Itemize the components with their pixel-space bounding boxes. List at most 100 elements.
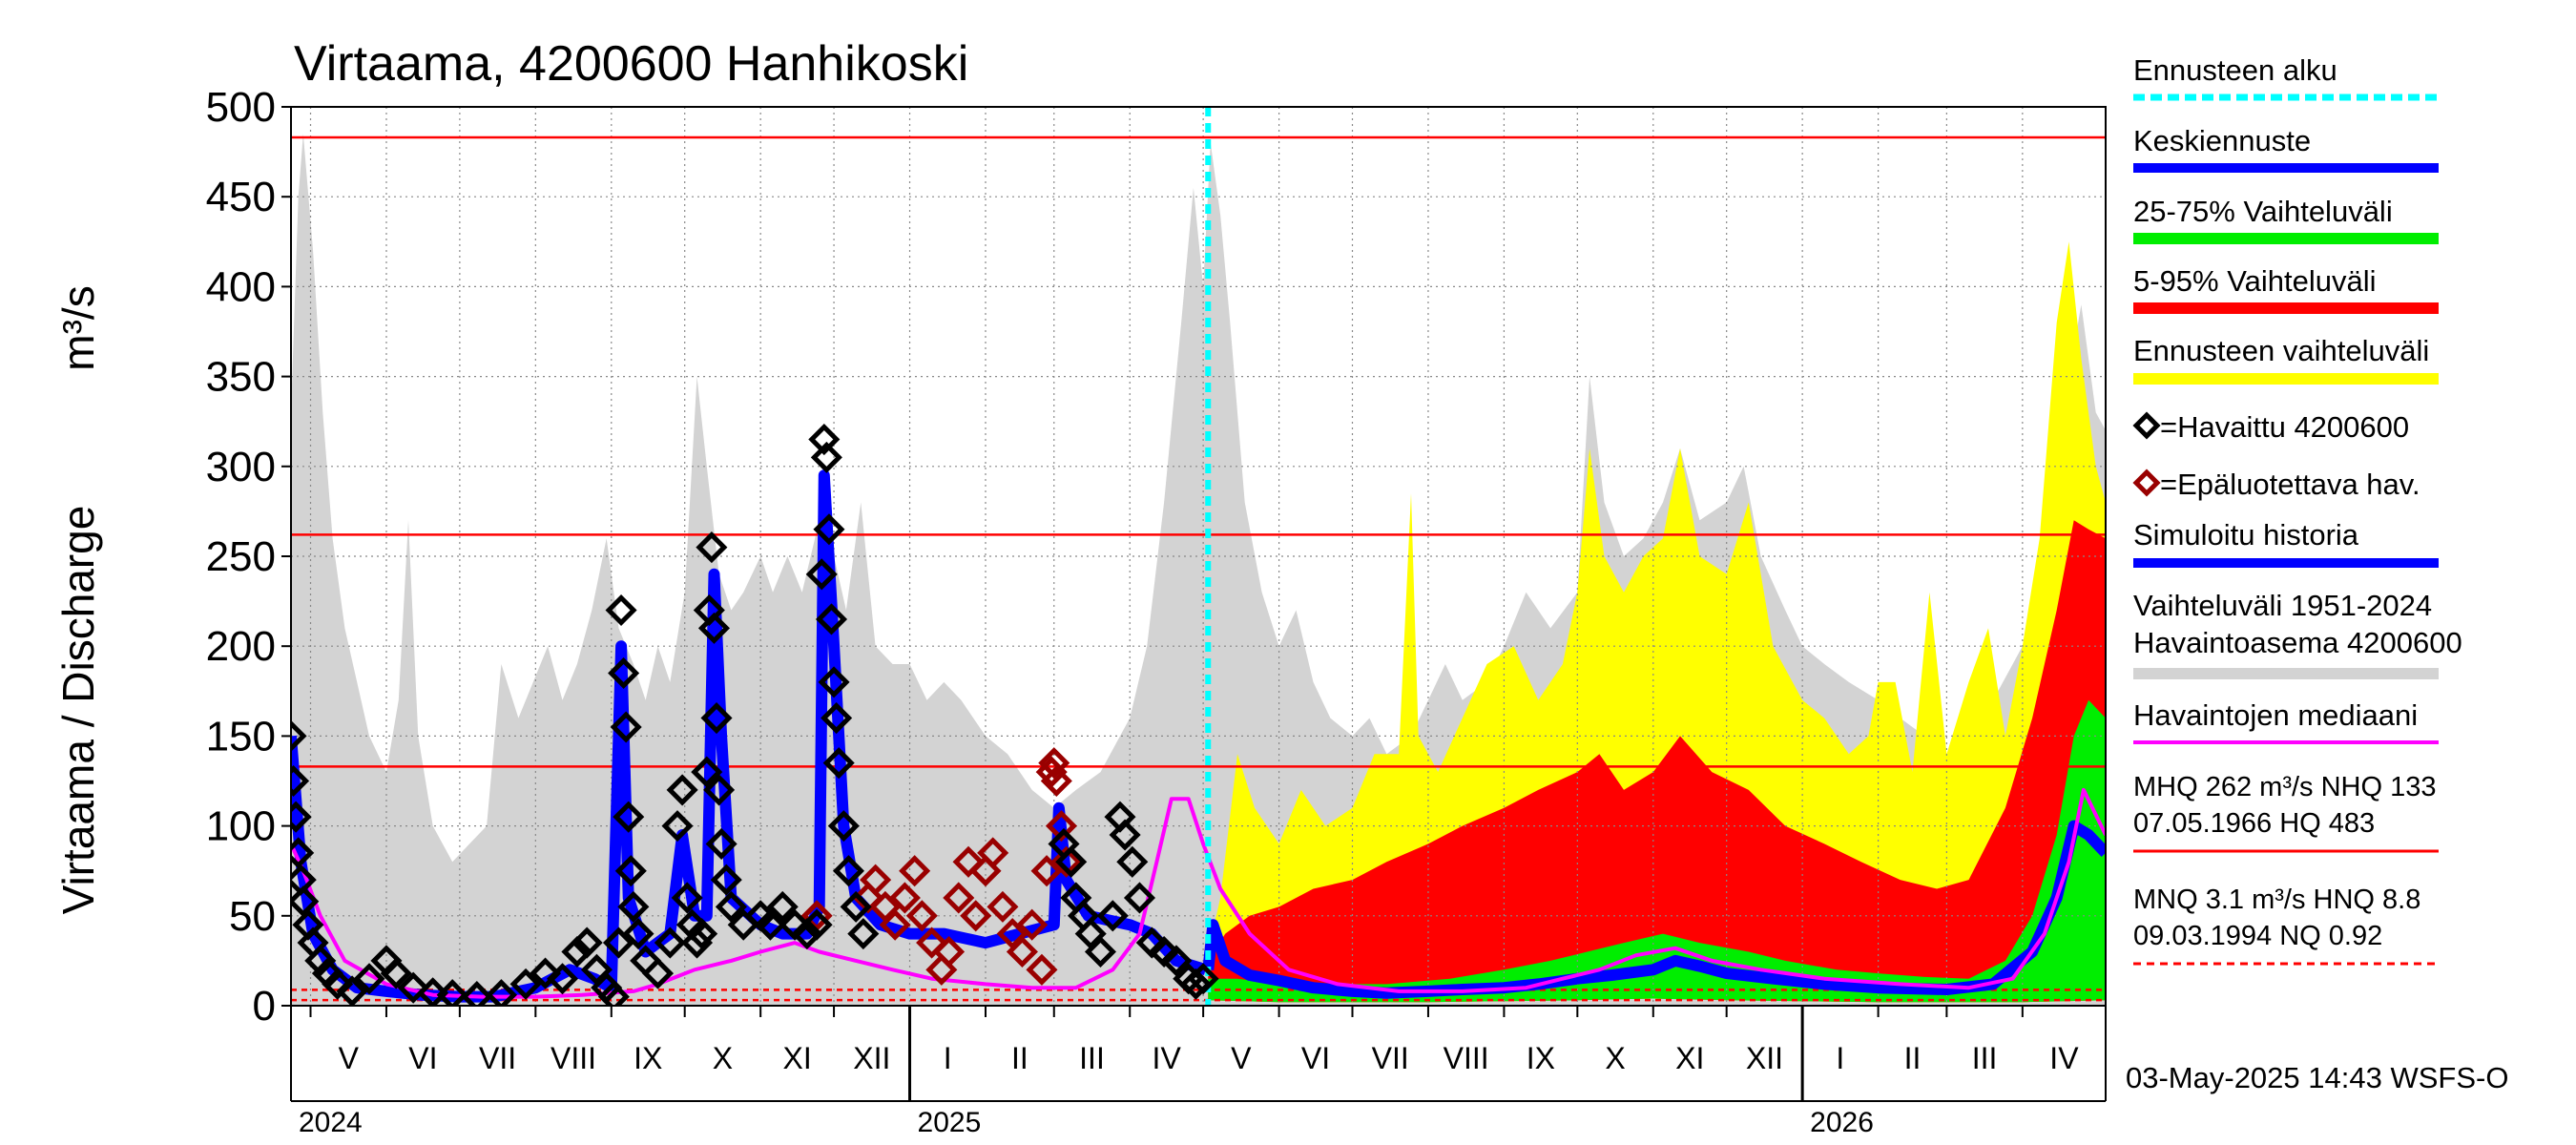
unreliable-observed-point [1006,935,1038,968]
observed-point [822,747,855,780]
observed-point [617,890,650,923]
observed-point [791,918,823,950]
unreliable-observed-point [860,864,892,896]
legend-unreliable-marker [2132,468,2161,497]
observed-point [813,513,845,546]
unreliable-observed-point [916,926,948,959]
observed-point [530,957,562,989]
observed-point [613,801,645,833]
observed-point [291,885,320,918]
observed-point [291,837,315,869]
month-label: X [713,1041,733,1075]
month-label: X [1605,1041,1625,1075]
month-label: V [1231,1041,1252,1075]
series-line-keskiennuste [1202,820,2106,999]
observed-point [1187,963,1219,995]
year-label: 2026 [1810,1107,1874,1138]
observed-point [304,945,337,977]
y-tick-label: 400 [206,263,276,310]
legend-stats-line-2: 07.05.1966 HQ 483 [2133,808,2375,839]
observed-point [703,774,736,806]
month-label: VI [1301,1041,1330,1075]
observed-point [832,855,864,887]
month-label: XI [782,1041,811,1075]
observed-point [1084,935,1117,968]
observed-point [641,957,675,989]
observed-point [436,979,468,1006]
series-line-havaintojen-mediaani [291,787,2106,999]
observed-point [622,918,654,950]
y-tick-label: 100 [206,803,276,850]
observed-point [485,979,517,1006]
month-label: XII [1746,1041,1783,1075]
range-5-95-area [1208,520,2106,1003]
observed-point [461,981,493,1006]
unreliable-observed-point [1026,953,1058,986]
unreliable-observed-point [1016,908,1049,941]
observed-point [291,764,310,798]
footer-timestamp: 03-May-2025 14:43 WSFS-O [2126,1061,2508,1094]
observed-point [680,926,714,959]
observed-point [1055,845,1088,878]
unreliable-observed-point [1045,810,1077,843]
month-label: I [1836,1041,1844,1075]
observed-point [1160,945,1193,977]
legend-hist-range-label-1: Vaihteluväli 1951-2024 [2133,589,2432,622]
unreliable-observed-point [943,882,975,914]
legend-observed-label: =Havaittu 4200600 [2160,410,2409,444]
observed-point [805,558,838,591]
unreliable-observed-point [899,855,931,887]
y-tick-label: 150 [206,713,276,760]
observed-point [397,971,429,1004]
observed-point [571,926,603,959]
observed-point [686,918,718,950]
observed-point [380,957,412,989]
month-label: VIII [1444,1041,1489,1075]
observed-point [610,711,642,743]
observed-point [614,855,647,887]
unreliable-observed-point [933,935,966,968]
unreliable-observed-point [905,900,938,932]
month-label: IX [1527,1041,1555,1075]
legend-median-forecast-label: Keskiennuste [2133,124,2311,157]
month-label: XII [853,1041,890,1075]
observed-point [1179,968,1212,1000]
forecast-range-area [1208,241,2106,1003]
observed-point [1116,845,1149,878]
legend-range-5-95-label: 5-95% Vaihteluväli [2133,264,2376,298]
unreliable-observed-point [1040,764,1072,798]
month-label: IV [1153,1041,1182,1075]
month-label: IX [634,1041,662,1075]
month-label: I [944,1041,952,1075]
observed-point [608,656,640,689]
observed-point [546,963,579,995]
observed-point [336,975,368,1006]
observed-point [810,441,842,473]
y-axis-label: Virtaama / Discharge [53,506,103,915]
legend-simulated-label: Simuloitu historia [2133,518,2359,552]
month-label: V [339,1041,360,1075]
unreliable-observed-point [987,890,1019,923]
legend-forecast-start-label: Ennusteen alku [2133,53,2337,87]
y-tick-label: 300 [206,444,276,490]
unreliable-observed-point [960,900,992,932]
month-label: VII [1372,1041,1409,1075]
y-tick-label: 500 [206,84,276,131]
observed-point [697,612,730,644]
y-tick-label: 0 [253,983,276,1030]
y-axis-unit: m³/s [53,285,103,370]
unreliable-observed-point [888,882,921,914]
observed-point [715,890,747,923]
legend: Ennusteen alku Keskiennuste 25-75% Vaihtel… [2132,53,2462,966]
observed-point [754,908,786,941]
observed-point [602,926,635,959]
observed-point [700,702,733,735]
legend-stats-line-1: MHQ 262 m³/s NHQ 133 [2133,772,2436,802]
y-tick-label: 450 [206,174,276,220]
observed-point [1109,819,1141,851]
plot-area [291,107,2106,1006]
observed-point [654,926,686,959]
year-label: 2024 [299,1107,363,1138]
legend-range-25-75-label: 25-75% Vaihteluväli [2133,195,2393,228]
unreliable-observed-point [977,837,1009,869]
